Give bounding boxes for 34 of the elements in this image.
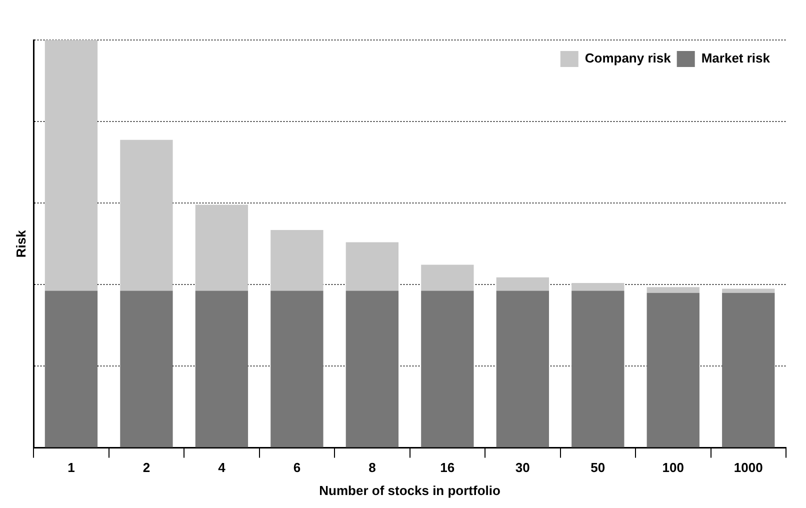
- x-tick-label: 1000: [734, 460, 763, 476]
- x-tick-label: 100: [662, 460, 684, 476]
- x-tick-label: 50: [590, 460, 606, 476]
- legend-label: Company risk: [584, 50, 672, 66]
- x-tick-label: 4: [218, 460, 226, 476]
- bar: [346, 242, 399, 291]
- bar: [270, 230, 324, 291]
- x-tick-label: 1: [68, 460, 75, 476]
- bar: [646, 287, 700, 293]
- x-axis-title: Number of stocks in portfolio: [319, 482, 500, 498]
- x-tick-label: 16: [440, 460, 455, 476]
- bar: [722, 292, 775, 448]
- x-tick-label: 6: [293, 460, 301, 476]
- bar: [195, 204, 248, 291]
- y-axis-title: Risk: [13, 229, 28, 258]
- bar: [44, 290, 98, 448]
- bar: [195, 290, 248, 448]
- bar: [270, 290, 324, 448]
- bar: [646, 292, 700, 448]
- legend-label: Market risk: [701, 50, 771, 66]
- bar: [346, 290, 399, 448]
- bar: [120, 290, 173, 448]
- bar: [722, 288, 775, 293]
- bar: [44, 40, 98, 291]
- x-tick-label: 2: [142, 460, 150, 476]
- bar: [572, 290, 624, 448]
- bar: [421, 290, 474, 448]
- bar: [496, 290, 549, 448]
- x-tick-label: 30: [515, 460, 530, 476]
- bar: [120, 140, 173, 291]
- bar: [572, 283, 624, 291]
- bar: [496, 277, 549, 291]
- x-tick-label: 8: [368, 460, 376, 476]
- bar: [421, 264, 474, 291]
